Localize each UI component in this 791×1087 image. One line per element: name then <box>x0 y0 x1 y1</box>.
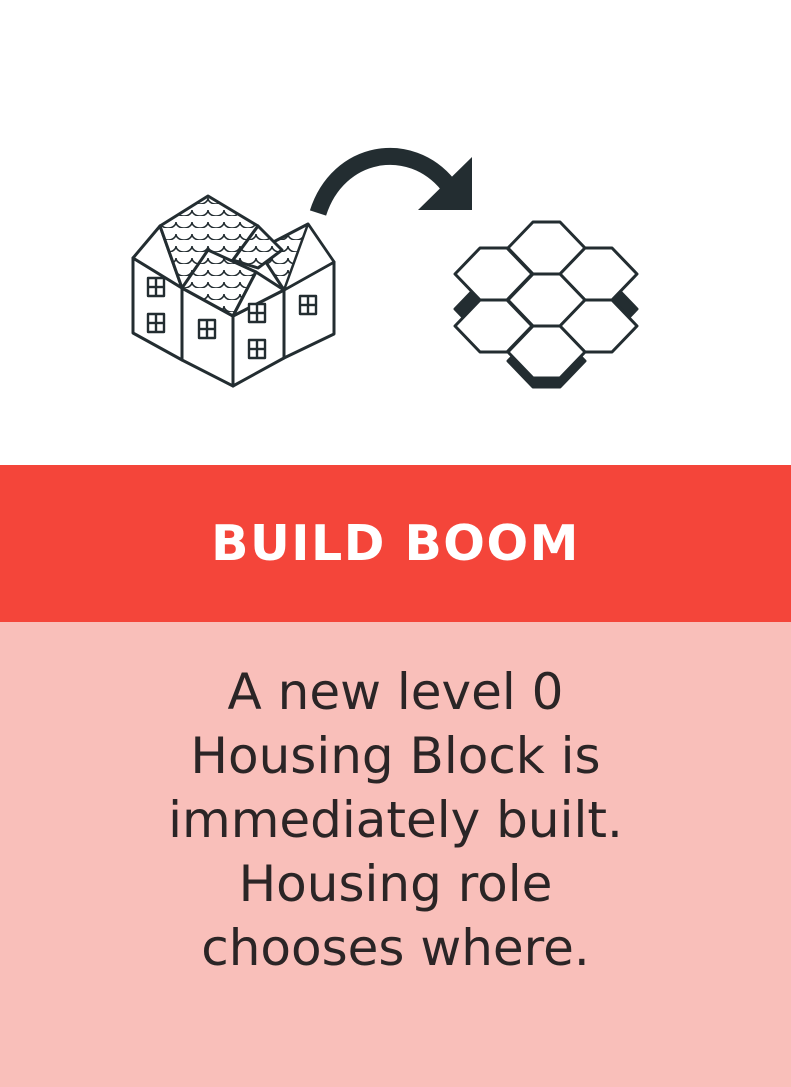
hex-tiles-icon <box>453 220 639 389</box>
description-line: Housing role <box>238 855 553 913</box>
card-description: A new level 0 Housing Block is immediate… <box>0 660 791 980</box>
curved-arrow-icon <box>309 147 472 216</box>
description-line: immediately built. <box>168 791 623 849</box>
housing-block-icon <box>131 194 336 388</box>
illustration-art <box>131 147 639 389</box>
description-line: A new level 0 <box>227 663 564 721</box>
description-line: Housing Block is <box>190 727 601 785</box>
card-illustration <box>0 0 791 465</box>
card-title: BUILD BOOM <box>211 515 580 572</box>
description-line: chooses where. <box>201 919 590 977</box>
description-panel <box>0 622 791 1087</box>
title-band: BUILD BOOM <box>0 465 791 622</box>
